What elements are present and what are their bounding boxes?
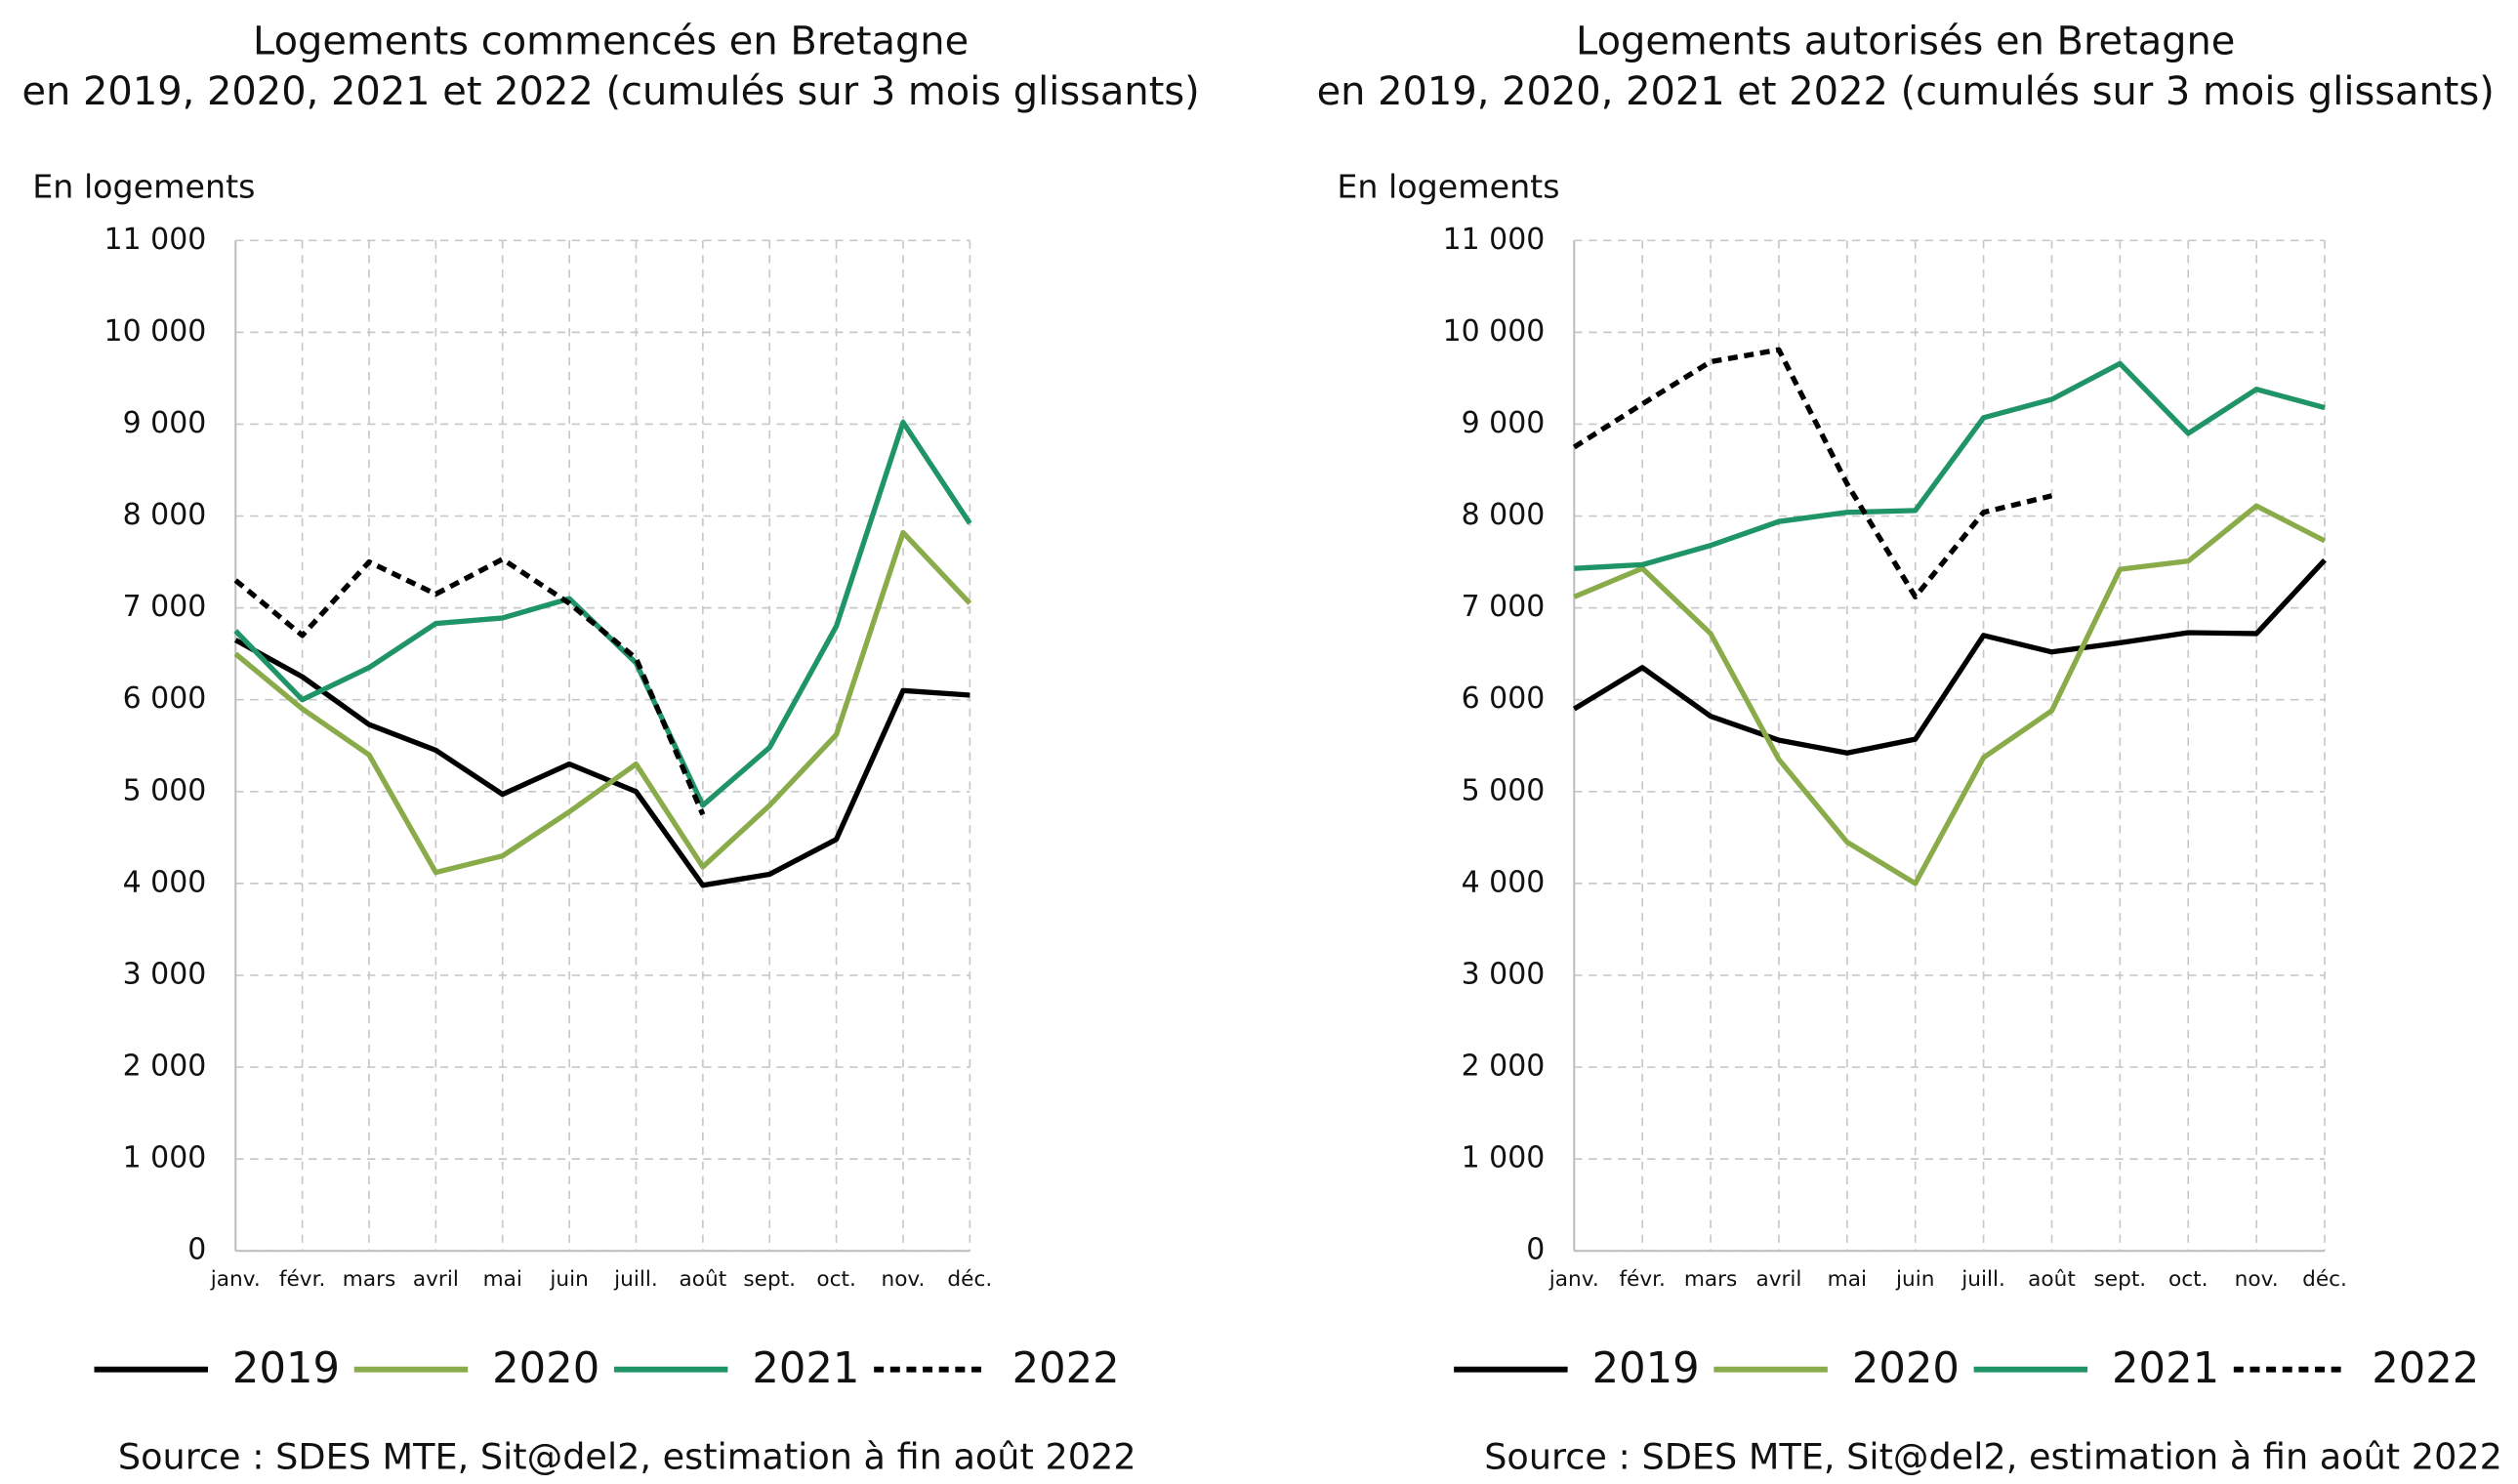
source-note: Source : SDES MTE, Sit@del2, estimation …: [118, 1436, 1136, 1478]
x-tick-label: juin: [549, 1267, 588, 1292]
x-tick-label: mai: [1828, 1267, 1867, 1292]
y-tick-label: 1 000: [1462, 1141, 1546, 1175]
y-tick-label: 9 000: [123, 406, 207, 440]
x-tick-label: déc.: [2302, 1267, 2347, 1292]
series-line: [1574, 360, 2326, 571]
legend-label: 2020: [492, 1344, 599, 1393]
x-tick-label: sept.: [743, 1267, 796, 1292]
x-tick-label: déc.: [947, 1267, 992, 1292]
x-tick-label: août: [680, 1267, 727, 1292]
x-tick-label: avril: [413, 1267, 459, 1292]
y-tick-label: 8 000: [123, 498, 207, 532]
y-tick-label: 5 000: [123, 773, 207, 807]
y-tick-label: 3 000: [1462, 957, 1546, 991]
y-tick-label: 0: [187, 1233, 206, 1267]
y-tick-label: 10 000: [104, 314, 207, 349]
x-tick-label: mars: [343, 1267, 395, 1292]
series-line: [1573, 503, 2327, 886]
x-tick-label: oct.: [816, 1267, 855, 1292]
legend-label: 2020: [1852, 1344, 1960, 1393]
series-line: [1572, 347, 2053, 599]
x-tick-label: nov.: [2235, 1267, 2279, 1292]
chart-title: Logements commencés en Bretagne: [253, 19, 969, 63]
x-tick-label: nov.: [881, 1267, 925, 1292]
series-line: [233, 638, 970, 888]
x-tick-label: oct.: [2168, 1267, 2208, 1292]
y-tick-label: 8 000: [1462, 498, 1546, 532]
y-tick-label: 1 000: [123, 1141, 207, 1175]
y-tick-label: 4 000: [123, 865, 207, 899]
legend-label: 2022: [1012, 1344, 1120, 1393]
y-tick-label: 9 000: [1462, 406, 1546, 440]
x-tick-label: mai: [483, 1267, 522, 1292]
y-axis-label: En logements: [32, 168, 255, 206]
x-tick-label: avril: [1755, 1267, 1801, 1292]
y-tick-label: 11 000: [1443, 223, 1546, 257]
y-tick-label: 11 000: [104, 223, 207, 257]
y-tick-label: 2 000: [123, 1050, 207, 1084]
x-tick-label: janv.: [1548, 1267, 1599, 1292]
x-tick-label: mars: [1684, 1267, 1737, 1292]
chart-subtitle: en 2019, 2020, 2021 et 2022 (cumulés sur…: [21, 69, 1199, 114]
series-line: [233, 556, 706, 816]
legend-label: 2022: [2372, 1344, 2479, 1393]
x-tick-label: févr.: [1619, 1267, 1665, 1292]
y-axis-label: En logements: [1337, 168, 1559, 206]
source-note: Source : SDES MTE, Sit@del2, estimation …: [1484, 1436, 2502, 1478]
y-tick-label: 2 000: [1462, 1050, 1546, 1084]
y-tick-label: 10 000: [1443, 314, 1546, 349]
x-tick-label: sept.: [2094, 1267, 2147, 1292]
x-tick-label: août: [2028, 1267, 2076, 1292]
legend-label: 2021: [2112, 1344, 2219, 1393]
y-tick-label: 7 000: [123, 590, 207, 624]
x-tick-label: juin: [1895, 1267, 1934, 1292]
y-tick-label: 4 000: [1462, 865, 1546, 899]
legend-label: 2019: [1592, 1344, 1700, 1393]
x-tick-label: juill.: [613, 1267, 658, 1292]
x-tick-label: juill.: [1961, 1267, 2005, 1292]
y-tick-label: 6 000: [1462, 681, 1546, 716]
y-tick-label: 0: [1526, 1233, 1545, 1267]
series-line: [1572, 557, 2327, 756]
y-tick-label: 5 000: [1462, 773, 1546, 807]
y-tick-label: 3 000: [123, 957, 207, 991]
legend-label: 2021: [752, 1344, 859, 1393]
y-tick-label: 6 000: [123, 681, 207, 716]
series-line: [233, 529, 972, 876]
chart-subtitle: en 2019, 2020, 2021 et 2022 (cumulés sur…: [1317, 69, 2495, 114]
x-tick-label: janv.: [210, 1267, 261, 1292]
x-tick-label: févr.: [279, 1267, 326, 1292]
chart-title: Logements autorisés en Bretagne: [1576, 19, 2235, 63]
series-line: [233, 419, 972, 808]
y-tick-label: 7 000: [1462, 590, 1546, 624]
legend-label: 2019: [232, 1344, 340, 1393]
